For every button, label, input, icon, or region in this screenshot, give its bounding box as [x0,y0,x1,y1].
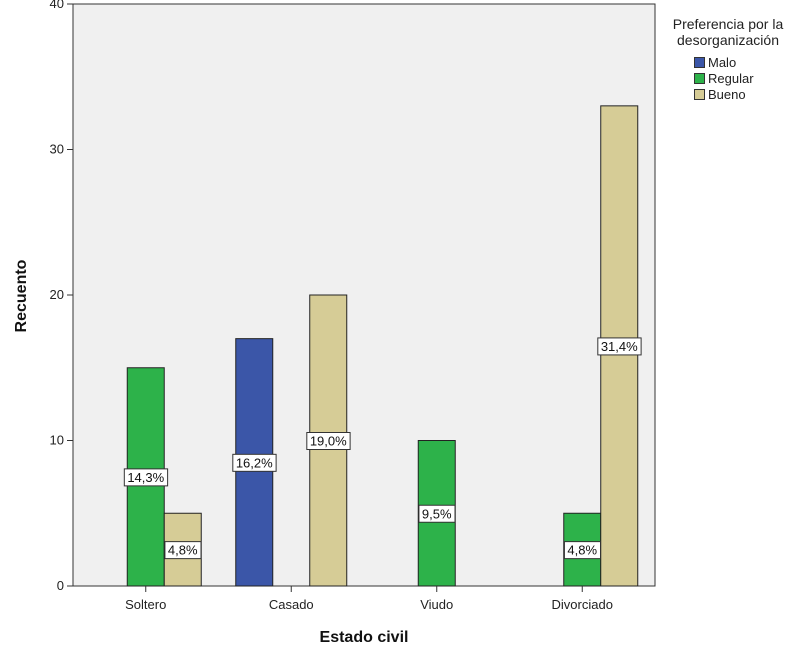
data-label: 4,8% [563,541,602,560]
data-label-text: 9,5% [422,506,452,521]
data-label-box [164,541,202,560]
data-label-text: 4,8% [567,543,597,558]
data-label-text: 31,4% [601,339,638,354]
data-label-box [418,504,456,523]
legend-swatch [694,88,705,100]
data-label-text: 16,2% [236,455,273,470]
legend: Preferencia por la desorganización Malo R… [660,16,796,102]
data-label-text: 19,0% [310,434,347,449]
legend-item: Bueno [694,86,796,102]
data-label-text: 14,3% [127,470,164,485]
data-label-box [306,432,351,450]
data-label: 4,8% [164,541,202,560]
plot-area [72,3,656,587]
legend-items: Malo Regular Bueno [694,54,796,102]
y-tick-label: 20 [50,287,64,302]
data-label-text: 4,8% [168,543,198,558]
data-label: 19,0% [306,432,351,450]
y-tick-label: 40 [50,0,64,11]
x-axis-title: Estado civil [320,629,409,646]
data-label: 14,3% [123,468,169,487]
axes-layer: 0 10 20 30 40 Soltero Casado Viudo Divorciado [50,0,613,612]
y-tick-label: 0 [57,578,64,593]
legend-item: Regular [694,70,796,86]
data-label-box [563,541,602,560]
data-label-box [232,453,277,472]
y-axis-title: Recuento [13,259,30,332]
legend-label: Regular [708,70,754,86]
legend-label: Malo [708,54,737,70]
legend-title: Preferencia por la desorganización [672,16,784,48]
legend-swatch [694,56,705,68]
x-tick-label: Casado [269,597,314,612]
x-tick-label: Soltero [125,597,166,612]
legend-swatch [694,72,705,84]
bars-layer: 14,3% 4,8% 16,2% 19,0% 9,5% 4,8% 31,4% [123,105,642,587]
data-label-box [123,468,169,487]
x-tick-label: Viudo [420,597,453,612]
legend-label: Bueno [708,86,746,102]
y-tick-label: 30 [50,142,64,157]
legend-item: Malo [694,54,796,70]
data-label-box [597,337,642,356]
x-tick-label: Divorciado [552,597,613,612]
data-label: 31,4% [597,337,642,356]
data-label: 16,2% [232,453,277,472]
y-tick-label: 10 [50,433,64,448]
data-label: 9,5% [418,504,456,523]
